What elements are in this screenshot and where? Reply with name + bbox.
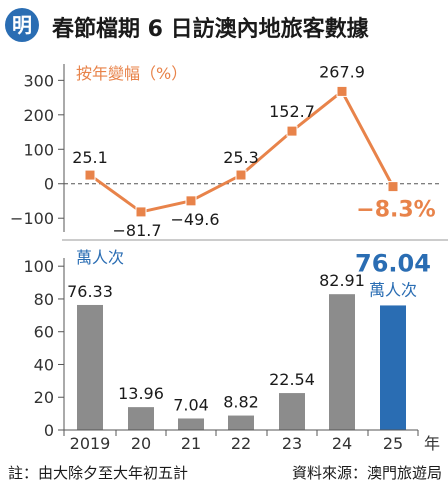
bar-21 — [178, 418, 204, 430]
bar-x-tick-label-2019: 2019 — [70, 434, 111, 453]
bar-2019 — [77, 304, 103, 430]
bar-x-tick-label-20: 20 — [131, 434, 151, 453]
footer-note: 註：由大除夕至大年初五計 — [8, 464, 188, 482]
bar-y-tick-label: 20 — [34, 388, 54, 407]
bar-22 — [228, 415, 254, 430]
line-value-label-24: 267.9 — [319, 62, 365, 81]
line-point-21 — [185, 195, 197, 207]
bar-value-label-20: 13.96 — [118, 384, 164, 403]
bar-x-tick-label-25: 25 — [383, 434, 403, 453]
bar-value-label-24: 82.91 — [319, 271, 365, 290]
bar-x-tick-label-22: 22 — [231, 434, 251, 453]
line-point-25 — [387, 181, 399, 193]
bar-chart-y-axis: 100 80 60 40 20 0 — [23, 257, 65, 440]
bar-20 — [128, 407, 154, 430]
bar-value-label-21: 7.04 — [173, 395, 209, 414]
bar-chart-visitors: 萬人次 100 80 60 40 20 0 76.33 13.96 7.04 8.82 22.54… — [23, 248, 440, 453]
line-y-tick-label: 300 — [23, 71, 54, 90]
bar-chart-ylabel: 萬人次 — [76, 248, 124, 267]
header: 明 春節檔期 6 日訪澳內地旅客數據 — [5, 8, 370, 42]
line-y-tick-label: 200 — [23, 106, 54, 125]
bar-x-tick-label-23: 23 — [282, 434, 302, 453]
bar-highlight-unit: 萬人次 — [369, 280, 417, 299]
line-chart-y-axis: 300 200 100 0 −100 — [10, 64, 65, 232]
line-y-tick-label: 100 — [23, 140, 54, 159]
footer-source: 資料來源：澳門旅遊局 — [292, 464, 442, 482]
bar-y-tick-label: 0 — [44, 421, 54, 440]
bar-x-tick-label-24: 24 — [332, 434, 352, 453]
line-value-label-23: 152.7 — [269, 102, 315, 121]
line-chart-points — [84, 85, 399, 218]
bar-chart-x-ticks: 2019 20 21 22 23 24 25 — [63, 430, 419, 453]
logo-text: 明 — [12, 13, 32, 37]
line-point-2019 — [84, 169, 96, 181]
line-value-label-20: −81.7 — [112, 221, 161, 240]
bar-y-tick-label: 60 — [34, 323, 54, 342]
line-point-24 — [336, 85, 348, 97]
line-y-tick-label: −100 — [10, 209, 54, 228]
line-y-tick-label: 0 — [44, 175, 54, 194]
bar-chart-bars — [77, 294, 406, 430]
line-point-22 — [235, 169, 247, 181]
bar-value-label-23: 22.54 — [269, 370, 315, 389]
bar-y-tick-label: 100 — [23, 257, 54, 276]
logo-badge — [5, 8, 39, 42]
bar-y-tick-label: 40 — [34, 355, 54, 374]
line-chart-ylabel: 按年變幅（%） — [76, 64, 187, 83]
line-value-label-25: −8.3% — [356, 198, 435, 223]
bar-chart-x-unit: 年 — [424, 434, 440, 453]
line-point-23 — [286, 125, 298, 137]
bar-25 — [380, 305, 406, 430]
footer: 註：由大除夕至大年初五計 資料來源：澳門旅遊局 — [8, 464, 442, 482]
bar-x-tick-label-21: 21 — [181, 434, 201, 453]
line-value-label-22: 25.3 — [223, 148, 259, 167]
bar-value-label-22: 8.82 — [223, 393, 259, 412]
line-value-label-2019: 25.1 — [72, 148, 108, 167]
bar-y-tick-label: 80 — [34, 290, 54, 309]
bar-23 — [279, 393, 305, 430]
line-point-20 — [135, 206, 147, 218]
bar-value-label-2019: 76.33 — [67, 282, 113, 301]
bar-24 — [329, 294, 355, 430]
line-value-label-21: −49.6 — [170, 210, 219, 229]
page-title: 春節檔期 6 日訪澳內地旅客數據 — [52, 16, 370, 42]
bar-value-label-25: 76.04 — [355, 249, 431, 277]
line-chart-value-labels: 25.1 −81.7 −49.6 25.3 152.7 267.9 −8.3% — [72, 62, 436, 240]
